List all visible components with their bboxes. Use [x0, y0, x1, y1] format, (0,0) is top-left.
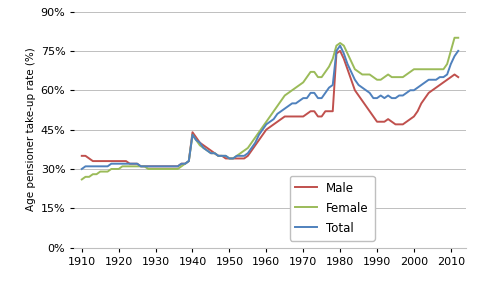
Female: [422, 67, 428, 71]
Y-axis label: Age pensioner take-up rate (%): Age pensioner take-up rate (%): [26, 48, 36, 211]
Male: [419, 102, 424, 105]
Female: [452, 36, 457, 39]
Male: [186, 159, 192, 163]
Female: [419, 67, 424, 71]
Line: Total: Total: [82, 46, 458, 169]
Male: [430, 88, 435, 92]
Female: [456, 36, 461, 39]
Total: [182, 162, 188, 165]
Total: [297, 99, 302, 103]
Female: [79, 178, 84, 181]
Line: Male: Male: [82, 51, 458, 166]
Female: [297, 83, 302, 87]
Male: [337, 49, 343, 53]
Line: Female: Female: [82, 38, 458, 179]
Female: [182, 162, 188, 165]
Male: [426, 91, 432, 94]
Male: [138, 165, 144, 168]
Total: [433, 78, 439, 82]
Total: [79, 167, 84, 171]
Total: [337, 44, 343, 47]
Legend: Male, Female, Total: Male, Female, Total: [289, 176, 375, 240]
Female: [411, 67, 417, 71]
Male: [437, 83, 443, 87]
Female: [430, 67, 435, 71]
Total: [422, 81, 428, 84]
Male: [79, 154, 84, 158]
Total: [456, 49, 461, 53]
Male: [300, 115, 306, 118]
Male: [456, 75, 461, 79]
Total: [415, 86, 420, 89]
Total: [426, 78, 432, 82]
